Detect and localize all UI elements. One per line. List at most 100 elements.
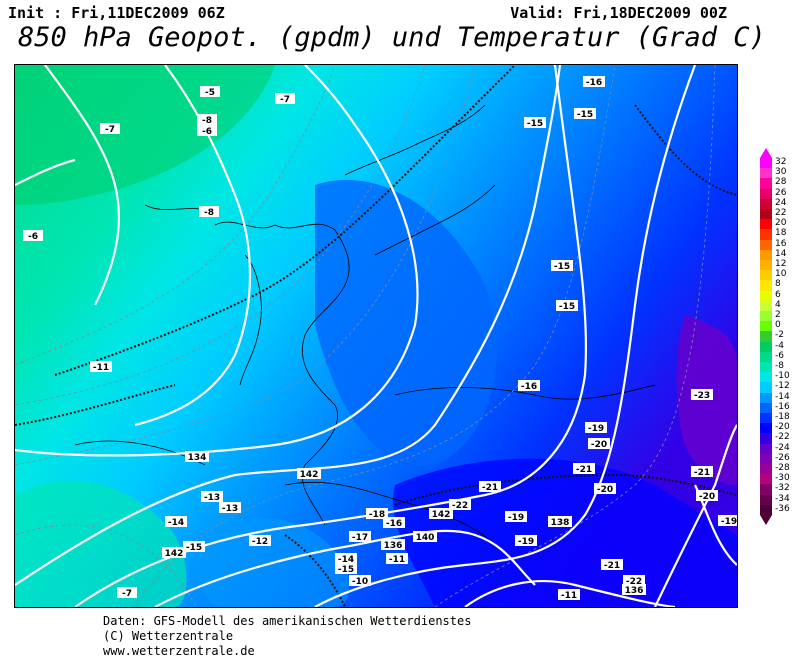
geopot-label: 142 [297, 468, 321, 480]
legend-swatch [760, 229, 772, 240]
footer-url: www.wetterzentrale.de [103, 644, 255, 658]
legend-label: 16 [775, 238, 787, 249]
geopot-label: 142 [162, 547, 186, 559]
svg-text:-11: -11 [93, 363, 109, 373]
svg-text:-15: -15 [559, 302, 575, 312]
svg-text:-8: -8 [202, 116, 212, 126]
svg-text:-15: -15 [527, 119, 543, 129]
legend-label: -22 [775, 432, 790, 443]
legend-label: -30 [775, 473, 790, 484]
legend-swatch [760, 168, 772, 179]
temp-label: -7 [275, 93, 295, 105]
legend-swatch [760, 443, 772, 454]
legend-bottom-cap [760, 515, 772, 525]
legend-swatch [760, 188, 772, 199]
geopot-label: 136 [622, 584, 646, 596]
legend-label: 12 [775, 259, 787, 269]
temp-label: -13 [201, 491, 223, 503]
svg-text:-21: -21 [604, 561, 620, 571]
legend-swatch [760, 300, 772, 311]
legend-swatch [760, 484, 772, 495]
temp-label: -15 [335, 563, 357, 575]
temp-label: -8 [197, 114, 217, 126]
temp-label: -15 [551, 260, 573, 272]
svg-text:-21: -21 [482, 483, 498, 493]
legend-label: -32 [775, 483, 790, 494]
temp-label: -23 [691, 389, 713, 401]
legend-swatch [760, 382, 772, 393]
svg-text:-22: -22 [452, 501, 468, 511]
temp-label: -15 [524, 117, 546, 129]
legend-swatch [760, 331, 772, 342]
legend-swatch [760, 249, 772, 260]
legend-label: -4 [775, 340, 784, 351]
svg-text:-14: -14 [168, 518, 184, 528]
temp-label: -11 [558, 589, 580, 601]
legend-swatch [760, 158, 772, 169]
svg-text:-7: -7 [280, 95, 290, 105]
legend-swatch [760, 423, 772, 434]
temp-label: -22 [449, 499, 471, 511]
temp-label: -19 [585, 422, 607, 434]
legend-swatch [760, 362, 772, 373]
legend-label: -6 [775, 350, 784, 361]
svg-text:142: 142 [165, 549, 184, 559]
legend-swatch [760, 321, 772, 332]
svg-text:-15: -15 [577, 110, 593, 120]
svg-text:-8: -8 [204, 208, 214, 218]
legend-swatch [760, 270, 772, 281]
legend-swatch [760, 290, 772, 301]
legend-label: 30 [775, 167, 787, 178]
svg-text:-16: -16 [521, 382, 537, 392]
legend-swatch [760, 280, 772, 291]
legend-swatch [760, 178, 772, 189]
legend-label: 18 [775, 228, 787, 239]
geopotential-contours [15, 65, 737, 607]
temp-label: -21 [691, 466, 713, 478]
svg-text:-23: -23 [694, 391, 710, 401]
svg-text:138: 138 [551, 518, 570, 528]
temp-label: -21 [479, 481, 501, 493]
footer-source: Daten: GFS-Modell des amerikanischen Wet… [103, 614, 472, 628]
map-canvas: -5 -7 -8 -6 -7 -8 -6 -11 -16 -15 -15 -15… [15, 65, 737, 607]
legend-label: -34 [775, 493, 790, 504]
svg-text:-16: -16 [386, 519, 402, 529]
svg-text:-5: -5 [205, 88, 215, 98]
legend-swatch [760, 453, 772, 464]
temp-label: -13 [219, 502, 241, 514]
legend-label: 14 [775, 248, 787, 259]
temp-label: -12 [249, 535, 271, 547]
svg-text:-10: -10 [352, 577, 368, 587]
footer: Daten: GFS-Modell des amerikanischen Wet… [103, 614, 471, 659]
legend-swatch [760, 239, 772, 250]
legend-swatch [760, 219, 772, 230]
legend-label: 4 [775, 299, 781, 310]
svg-text:-14: -14 [338, 555, 354, 565]
legend-label: 6 [775, 289, 781, 300]
legend-swatch [760, 464, 772, 475]
svg-text:-11: -11 [561, 591, 577, 601]
svg-text:-21: -21 [576, 465, 592, 475]
temp-label: -16 [383, 517, 405, 529]
temp-label: -15 [183, 541, 205, 553]
svg-text:-19: -19 [721, 517, 737, 527]
svg-text:136: 136 [384, 541, 403, 551]
temp-label: -19 [718, 515, 737, 527]
legend-swatch [760, 494, 772, 505]
legend-label: 20 [775, 218, 787, 229]
legend-label: -10 [775, 371, 790, 382]
svg-text:-20: -20 [699, 492, 715, 502]
temp-label: -20 [696, 490, 718, 502]
temp-label: -20 [588, 438, 610, 450]
legend-swatch [760, 433, 772, 444]
temp-label: -16 [583, 76, 605, 88]
legend-swatch [760, 392, 772, 403]
cold-core-region [315, 179, 497, 466]
temp-label: -11 [386, 553, 408, 565]
legend-label: 0 [775, 320, 781, 331]
warm-region-nw [15, 65, 275, 205]
svg-text:-13: -13 [222, 504, 238, 514]
weather-map: -5 -7 -8 -6 -7 -8 -6 -11 -16 -15 -15 -15… [14, 64, 738, 608]
temp-label: -21 [601, 559, 623, 571]
svg-text:140: 140 [416, 533, 435, 543]
